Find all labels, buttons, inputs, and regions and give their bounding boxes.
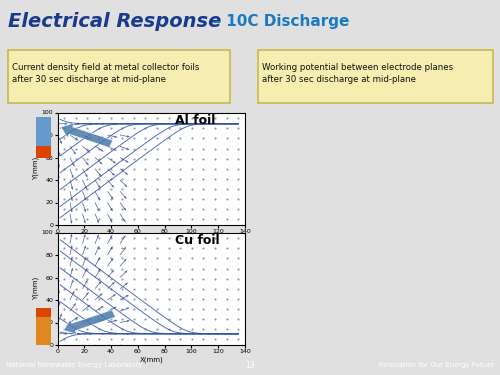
Text: Cu foil: Cu foil (176, 234, 220, 247)
Bar (258, 51, 492, 103)
Bar (36, 117, 51, 148)
Bar (8, 51, 230, 103)
FancyArrow shape (64, 310, 116, 334)
Text: Working potential between electrode planes
after 30 sec discharge at mid-plane: Working potential between electrode plan… (262, 63, 454, 84)
Bar (36, 146, 51, 158)
Text: National Renewable Energy Laboratory: National Renewable Energy Laboratory (6, 362, 142, 368)
FancyArrow shape (61, 123, 113, 148)
Text: – 10C Discharge: – 10C Discharge (208, 14, 349, 29)
Y-axis label: Y(mm): Y(mm) (32, 277, 39, 300)
Text: Innovation for Our Energy Future: Innovation for Our Energy Future (379, 362, 494, 368)
Text: Electrical Response: Electrical Response (8, 12, 221, 31)
Text: Current density field at metal collector foils
after 30 sec discharge at mid-pla: Current density field at metal collector… (12, 63, 200, 84)
Text: 13: 13 (245, 361, 255, 370)
Bar (36, 314, 51, 345)
X-axis label: X(mm): X(mm) (140, 237, 163, 243)
Y-axis label: Y(mm): Y(mm) (32, 157, 39, 180)
Text: Al foil: Al foil (176, 114, 216, 127)
Bar (36, 308, 51, 317)
X-axis label: X(mm): X(mm) (140, 357, 163, 363)
